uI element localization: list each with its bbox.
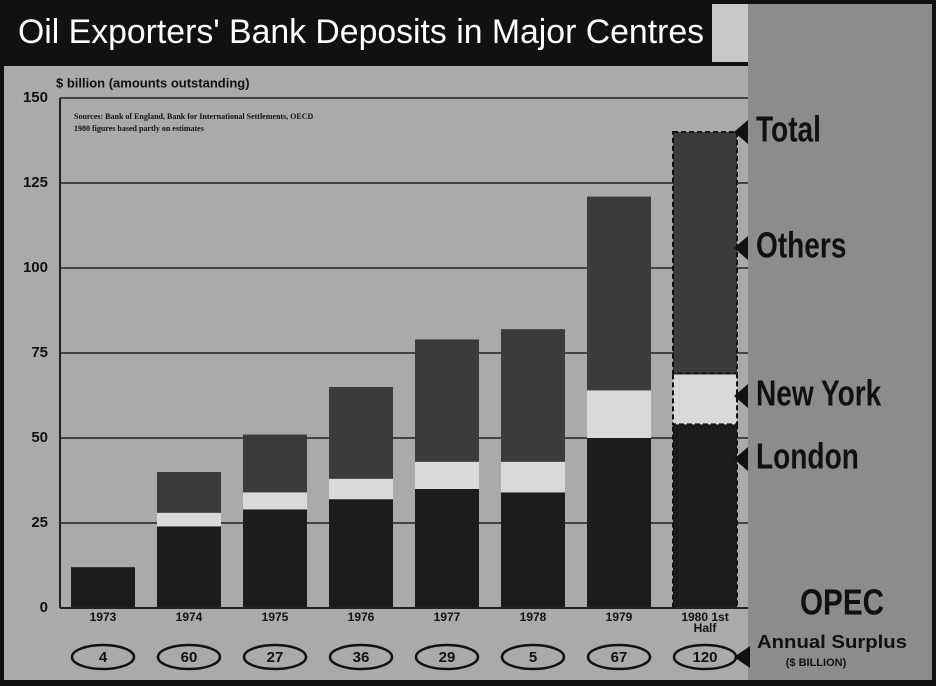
- series-label: London: [756, 436, 859, 476]
- bar-segment: [157, 512, 221, 527]
- surplus-value: 27: [267, 649, 284, 666]
- bar-segment: [329, 499, 393, 608]
- bar-segment: [243, 434, 307, 493]
- surplus-value: 60: [181, 649, 198, 666]
- opec-unit: ($ BILLION): [786, 657, 847, 669]
- bar-segment: [415, 339, 479, 462]
- series-label: Total: [756, 109, 821, 149]
- x-tick-label: 1974: [175, 610, 203, 624]
- y-tick-label: 150: [23, 89, 48, 106]
- bar-segment: [329, 387, 393, 479]
- surplus-oval: [328, 643, 394, 671]
- y-tick-label: 50: [31, 429, 48, 446]
- surplus-value: 67: [611, 649, 628, 666]
- x-tick-label: 1980 1st Half: [681, 610, 729, 635]
- bar-segment: [415, 489, 479, 608]
- surplus-value: 5: [529, 649, 537, 666]
- bar-segment: [587, 196, 651, 391]
- bar-segment: [329, 478, 393, 500]
- surplus-oval: [500, 643, 566, 671]
- y-tick-label: 75: [31, 344, 48, 361]
- bar-segment: [672, 423, 738, 609]
- bar-segment: [157, 526, 221, 608]
- y-tick-label: 100: [23, 259, 48, 276]
- surplus-value: 29: [439, 649, 456, 666]
- arrow: [734, 120, 748, 144]
- arrow: [734, 236, 748, 260]
- y-axis-label: $ billion (amounts outstanding): [56, 75, 250, 90]
- y-tick-label: 25: [31, 514, 48, 531]
- surplus-oval: [242, 643, 308, 671]
- arrow: [734, 447, 748, 471]
- bar-segment: [501, 329, 565, 462]
- bar-segment: [243, 509, 307, 608]
- bar-segment: [71, 567, 135, 608]
- arrow: [734, 384, 748, 408]
- bar-segment: [501, 492, 565, 608]
- bar-segment: [415, 461, 479, 489]
- title-gap: [712, 4, 748, 62]
- bar-segment: [157, 472, 221, 513]
- x-tick-label: 1976: [347, 610, 375, 624]
- x-tick-label: 1979: [605, 610, 633, 624]
- bar-segment: [672, 372, 738, 426]
- bar-segment: [243, 492, 307, 510]
- bar-segment: [501, 461, 565, 493]
- x-tick-label: 1978: [519, 610, 547, 624]
- series-label: Others: [756, 225, 846, 265]
- opec-sublabel: Annual Surplus: [757, 632, 907, 652]
- side-panel: [748, 4, 932, 680]
- source: Sources: Bank of England, Bank for Inter…: [74, 112, 314, 121]
- x-tick-label: 1975: [261, 610, 289, 624]
- surplus-value: 120: [692, 649, 717, 666]
- x-tick-label: 1973: [89, 610, 117, 624]
- surplus-value: 4: [99, 649, 108, 666]
- chart-title: Oil Exporters' Bank Deposits in Major Ce…: [18, 13, 704, 51]
- surplus-oval: [672, 643, 738, 671]
- arrow: [734, 646, 750, 668]
- note: 1980 figures based partly on estimates: [74, 124, 204, 133]
- bar-segment: [587, 438, 651, 608]
- y-tick-label: 0: [40, 599, 48, 616]
- bar-segment: [587, 390, 651, 438]
- surplus-oval: [70, 643, 136, 671]
- x-tick-label: 1977: [433, 610, 461, 624]
- surplus-oval: [414, 643, 480, 671]
- surplus-value: 36: [353, 649, 370, 666]
- opec-label: OPEC: [800, 582, 884, 623]
- series-label: New York: [756, 373, 881, 413]
- surplus-oval: [586, 643, 652, 671]
- surplus-oval: [156, 643, 222, 671]
- bar-segment: [672, 131, 738, 375]
- y-tick-label: 125: [23, 174, 48, 191]
